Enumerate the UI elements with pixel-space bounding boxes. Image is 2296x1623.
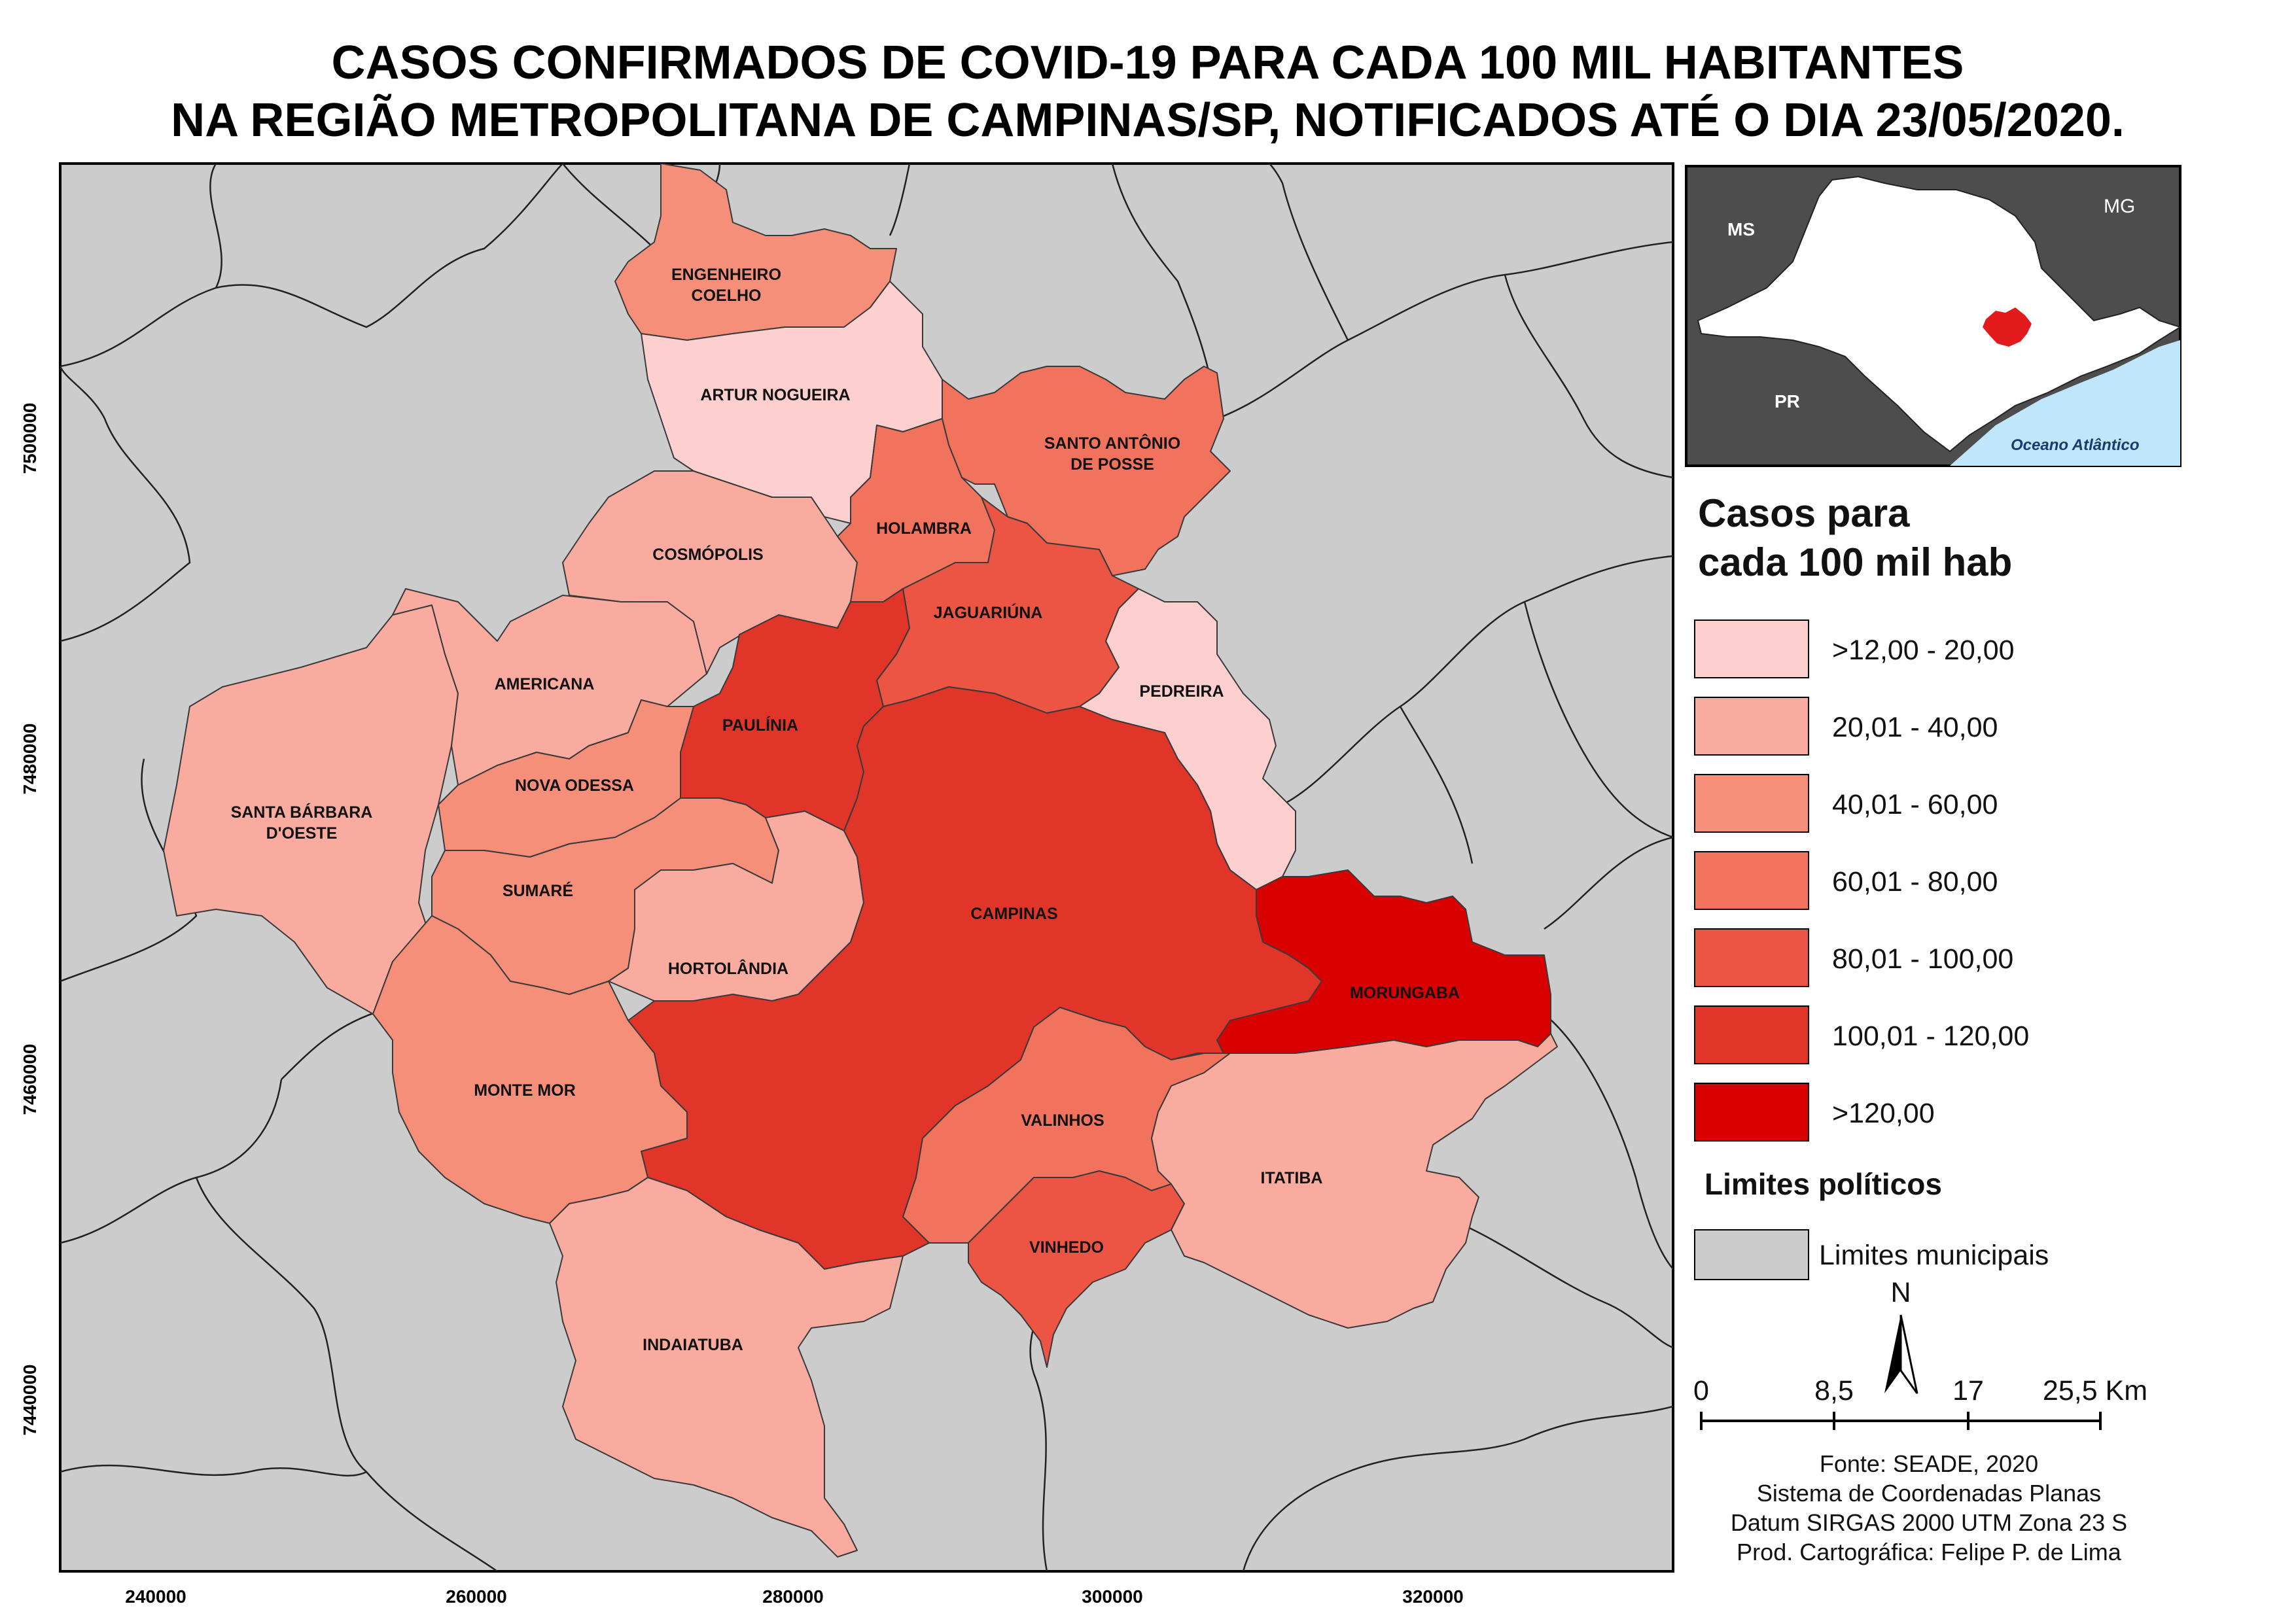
municipality-label: INDAIATUBA	[643, 1336, 743, 1354]
y-tick-label: 7460000	[20, 1043, 40, 1115]
scale-label-3: 25,5 Km	[2043, 1375, 2147, 1406]
legend-class-label: >120,00	[1832, 1098, 1935, 1129]
legend-swatch	[1694, 697, 1809, 756]
municipality-label: ITATIBA	[1261, 1169, 1323, 1187]
region-vinhedo	[968, 1170, 1185, 1368]
legend-class-label: >12,00 - 20,00	[1832, 635, 2015, 666]
inset-label-ms: MS	[1727, 219, 1755, 239]
municipality-label: CAMPINAS	[970, 905, 1057, 923]
legend-class-label: 100,01 - 120,00	[1832, 1021, 2029, 1052]
municipality-label: ENGENHEIRO	[671, 266, 781, 284]
legend-limits-title: Limites políticos	[1704, 1167, 1942, 1201]
credit-line: Fonte: SEADE, 2020	[1820, 1450, 2038, 1477]
y-tick-label: 7440000	[20, 1364, 40, 1435]
region-santo-antonio	[942, 366, 1231, 576]
inset-label-mg: MG	[2104, 196, 2135, 217]
municipality-label: SUMARÉ	[503, 881, 573, 900]
legend-swatch	[1694, 620, 1809, 678]
inset-label-pr: PR	[1775, 391, 1800, 411]
region-itatiba	[1151, 1033, 1558, 1329]
municipality-label: MORUNGABA	[1350, 984, 1460, 1002]
background-boundaries	[60, 164, 1673, 1571]
x-axis-labels: 240000 260000 280000 300000 320000	[125, 1586, 1463, 1607]
choropleth	[163, 164, 1558, 1558]
credits: Fonte: SEADE, 2020 Sistema de Coordenada…	[1731, 1450, 2127, 1565]
scale-label-2: 17	[1952, 1375, 1984, 1406]
y-axis-labels: 7500000 7480000 7460000 7440000	[20, 402, 40, 1435]
scale-label-0: 0	[1693, 1375, 1709, 1406]
municipality-label: PAULÍNIA	[722, 716, 798, 735]
municipality-label: VINHEDO	[1029, 1238, 1104, 1257]
legend-title-line2: cada 100 mil hab	[1698, 540, 2012, 584]
inset-map: MS MG PR Oceano Atlântico	[1685, 165, 2181, 467]
inset-ocean	[1950, 340, 2180, 466]
x-tick-label: 280000	[762, 1586, 823, 1607]
north-label: N	[1890, 1277, 1911, 1308]
legend-classes: >12,00 - 20,00 20,01 - 40,00 40,01 - 60,00…	[1694, 620, 2029, 1142]
municipality-label: D'OESTE	[266, 824, 338, 843]
legend-limits-label: Limites municipais	[1819, 1240, 2049, 1271]
credit-line: Sistema de Coordenadas Planas	[1757, 1480, 2101, 1507]
legend-class-label: 60,01 - 80,00	[1832, 866, 1998, 898]
municipality-labels: ENGENHEIRO COELHO ARTUR NOGUEIRA SANTO ANTÔ…	[231, 266, 1460, 1354]
region-santa-barbara	[163, 604, 459, 1015]
inset-sao-paulo-state	[1697, 175, 2180, 453]
municipality-label: VALINHOS	[1021, 1111, 1104, 1130]
x-tick-label: 320000	[1402, 1586, 1463, 1607]
credit-line: Prod. Cartográfica: Felipe P. de Lima	[1737, 1539, 2122, 1565]
municipality-label: COELHO	[692, 287, 762, 305]
legend-class-label: 80,01 - 100,00	[1832, 943, 2013, 975]
map-title-line2: NA REGIÃO METROPOLITANA DE CAMPINAS/SP, …	[171, 94, 2125, 147]
map-title-line1: CASOS CONFIRMADOS DE COVID-19 PARA CADA …	[332, 37, 1964, 89]
credit-line: Datum SIRGAS 2000 UTM Zona 23 S	[1731, 1509, 2127, 1536]
municipality-label: SANTO ANTÔNIO	[1044, 433, 1180, 453]
region-indaiatuba	[549, 1177, 904, 1558]
legend-swatch	[1694, 928, 1809, 987]
scale-bar: 0 8,5 17 25,5 Km	[1693, 1375, 2147, 1430]
inset-rmc-highlight	[1983, 307, 2032, 347]
y-tick-label: 7480000	[20, 723, 40, 794]
x-tick-label: 240000	[125, 1586, 186, 1607]
municipality-label: AMERICANA	[495, 675, 595, 693]
north-arrow-icon-half	[1899, 1314, 1918, 1394]
municipality-label: PEDREIRA	[1139, 682, 1224, 701]
north-arrow: N	[1884, 1277, 1918, 1394]
inset-label-ocean: Oceano Atlântico	[2011, 436, 2139, 454]
legend-class-label: 20,01 - 40,00	[1832, 712, 1998, 743]
legend-swatch	[1694, 851, 1809, 910]
x-tick-label: 260000	[446, 1586, 506, 1607]
municipality-label: SANTA BÁRBARA	[231, 803, 373, 822]
legend-title-line1: Casos para	[1698, 491, 1910, 535]
legend-swatch	[1694, 1083, 1809, 1142]
main-map: ENGENHEIRO COELHO ARTUR NOGUEIRA SANTO ANTÔ…	[20, 162, 1674, 1607]
municipality-label: HOLAMBRA	[876, 519, 972, 538]
legend: Casos para cada 100 mil hab >12,00 - 20,…	[1694, 491, 2049, 1280]
legend-swatch	[1694, 774, 1809, 833]
y-tick-label: 7500000	[20, 402, 40, 474]
municipality-label: NOVA ODESSA	[515, 777, 634, 795]
legend-limits-swatch	[1694, 1229, 1809, 1280]
municipality-label: JAGUARIÚNA	[934, 602, 1043, 622]
municipality-label: ARTUR NOGUEIRA	[700, 386, 850, 404]
legend-swatch	[1694, 1005, 1809, 1064]
municipality-label: HORTOLÂNDIA	[668, 958, 788, 978]
municipality-label: MONTE MOR	[474, 1081, 576, 1100]
municipality-label: COSMÓPOLIS	[652, 544, 763, 564]
legend-class-label: 40,01 - 60,00	[1832, 789, 1998, 820]
x-tick-label: 300000	[1082, 1586, 1142, 1607]
municipality-label: DE POSSE	[1070, 455, 1154, 474]
north-arrow-icon	[1884, 1315, 1901, 1393]
scale-label-1: 8,5	[1814, 1375, 1854, 1406]
